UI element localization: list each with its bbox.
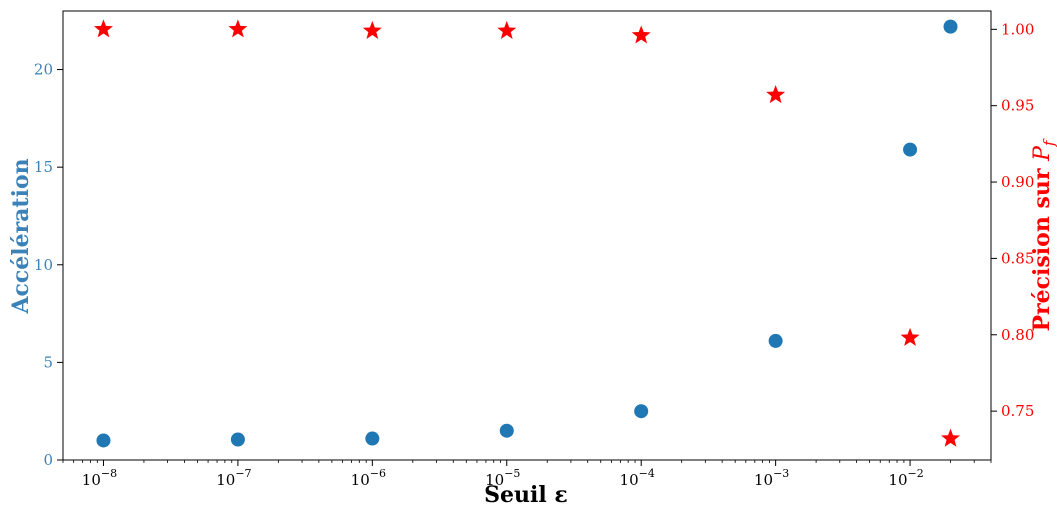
plot-frame bbox=[62, 10, 992, 461]
right-y-tick-label: 0.75 bbox=[1001, 402, 1034, 420]
right-y-tick-label: 0.95 bbox=[1001, 97, 1034, 115]
x-tick-base: 10 bbox=[754, 471, 773, 489]
x-tick-exponent: −6 bbox=[370, 467, 386, 480]
precision-point bbox=[766, 85, 786, 104]
right-y-tick-label: 1.00 bbox=[1001, 20, 1034, 38]
precision-point bbox=[941, 428, 961, 447]
x-tick-label: 10−6 bbox=[351, 467, 386, 489]
x-tick-label: 10−8 bbox=[82, 467, 117, 489]
left-y-tick-label: 0 bbox=[43, 451, 53, 469]
precision-point bbox=[900, 327, 920, 346]
x-tick-base: 10 bbox=[216, 471, 235, 489]
x-tick-base: 10 bbox=[888, 471, 907, 489]
acceleration-point bbox=[365, 431, 380, 446]
x-tick-label: 10−7 bbox=[216, 467, 251, 489]
x-tick-label: 10−2 bbox=[888, 467, 923, 489]
right-y-tick-label: 0.90 bbox=[1001, 173, 1034, 191]
left-y-axis: 0 5 10 15 20 bbox=[34, 61, 63, 469]
acceleration-point bbox=[96, 433, 111, 448]
x-tick-label: 10−5 bbox=[485, 467, 520, 489]
precision-point bbox=[362, 20, 382, 39]
acceleration-point bbox=[903, 142, 918, 157]
right-axis-title-symbol: P bbox=[1030, 145, 1055, 162]
left-y-tick-label: 10 bbox=[34, 256, 53, 274]
acceleration-point bbox=[499, 423, 514, 438]
right-axis-title-subscript: f bbox=[1040, 138, 1057, 147]
left-y-tick-label: 20 bbox=[34, 61, 53, 79]
right-y-axis: 0.75 0.80 0.85 0.90 0.95 1.00 bbox=[991, 20, 1034, 420]
x-tick-base: 10 bbox=[82, 471, 101, 489]
acceleration-point bbox=[230, 432, 245, 447]
x-axis: 10−8 10−7 10−6 10−5 10−4 10−3 10−2 bbox=[62, 460, 992, 489]
acceleration-point bbox=[634, 404, 649, 419]
x-tick-exponent: −8 bbox=[101, 467, 117, 480]
x-axis-title: Seuil ε bbox=[484, 482, 568, 508]
acceleration-point bbox=[943, 19, 958, 34]
x-tick-base: 10 bbox=[485, 471, 504, 489]
precision-point bbox=[228, 19, 248, 38]
x-tick-exponent: −7 bbox=[235, 467, 251, 480]
left-y-tick-label: 5 bbox=[43, 353, 53, 371]
x-tick-exponent: −5 bbox=[504, 467, 520, 480]
x-tick-base: 10 bbox=[620, 471, 639, 489]
precision-point bbox=[93, 19, 113, 38]
right-y-tick-label: 0.85 bbox=[1001, 249, 1034, 267]
x-tick-label: 10−4 bbox=[620, 467, 655, 489]
right-axis-title-text: Précision sur bbox=[1029, 161, 1055, 332]
right-y-tick-label: 0.80 bbox=[1001, 326, 1034, 344]
x-tick-exponent: −2 bbox=[908, 467, 924, 480]
right-axis-title: Précision sur Pf bbox=[1029, 138, 1057, 331]
precision-point bbox=[497, 20, 517, 39]
x-tick-label: 10−3 bbox=[754, 467, 789, 489]
x-tick-base: 10 bbox=[351, 471, 370, 489]
plot-border bbox=[62, 10, 992, 461]
x-tick-exponent: −4 bbox=[639, 467, 655, 480]
x-tick-exponent: −3 bbox=[773, 467, 789, 480]
data-series bbox=[93, 19, 961, 448]
left-y-tick-label: 15 bbox=[34, 158, 53, 176]
acceleration-point bbox=[768, 333, 783, 348]
precision-point bbox=[631, 25, 651, 44]
left-axis-title: Accélération bbox=[8, 158, 34, 314]
